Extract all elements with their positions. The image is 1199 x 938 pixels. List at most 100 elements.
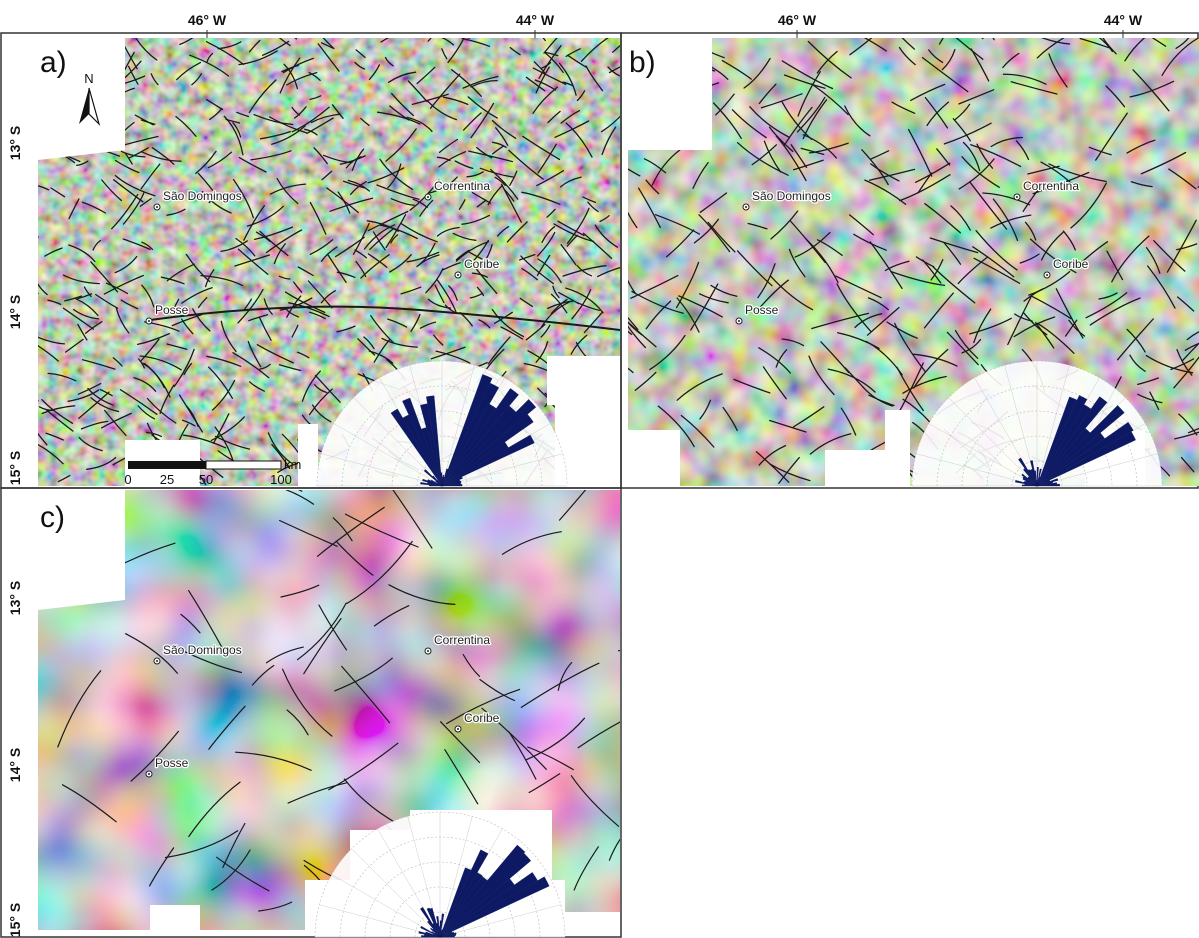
lineament <box>95 293 119 309</box>
lineament <box>201 190 232 214</box>
lineament <box>860 454 919 475</box>
lineament <box>38 373 39 402</box>
panel-b-cities: São Domingos Correntina Coribe Posse <box>735 178 1090 325</box>
lineament <box>680 414 715 448</box>
lineament <box>155 441 187 454</box>
lineament <box>637 187 661 229</box>
lineament <box>869 241 903 290</box>
lineament <box>628 314 647 349</box>
lineament <box>698 214 731 253</box>
city-marker: Posse <box>735 302 780 325</box>
lineament <box>92 239 102 251</box>
lineament <box>128 147 149 159</box>
lineament <box>461 38 491 47</box>
lineament <box>115 307 130 334</box>
lineament <box>62 307 95 330</box>
lineament <box>479 167 514 178</box>
lineament <box>352 222 370 255</box>
lineament <box>279 297 313 311</box>
lineament <box>80 87 93 92</box>
lineament <box>41 405 76 415</box>
lineament <box>164 830 239 859</box>
lineament <box>384 56 394 67</box>
lineament <box>308 311 326 320</box>
lineament <box>205 98 224 111</box>
lineament <box>670 51 700 68</box>
lineament <box>896 366 924 412</box>
panel-c-frame <box>0 487 622 938</box>
lineament <box>307 38 335 50</box>
lineament <box>253 226 294 241</box>
lineament <box>234 490 315 505</box>
lineament <box>178 423 189 442</box>
lineament <box>216 856 270 892</box>
lineament <box>1111 235 1150 283</box>
lineament <box>508 149 544 180</box>
lineament <box>941 48 956 71</box>
lineament <box>122 192 145 225</box>
lineament <box>279 57 301 94</box>
lineament <box>78 436 103 452</box>
lineament <box>594 224 619 248</box>
lineament <box>969 317 1012 335</box>
lineament <box>1161 38 1199 76</box>
lineament <box>263 298 273 315</box>
lineament <box>699 399 712 420</box>
lineament <box>130 730 179 782</box>
lineament <box>81 359 116 370</box>
lineament <box>580 38 610 62</box>
lineament <box>736 142 789 176</box>
lineament <box>598 382 610 395</box>
lineament <box>284 291 326 314</box>
lineament <box>898 46 916 66</box>
lineament <box>57 670 102 748</box>
lineament <box>570 775 620 827</box>
lineament <box>342 180 365 189</box>
lineament <box>286 709 309 736</box>
lineament <box>206 52 214 64</box>
lineament <box>160 276 185 285</box>
lineament <box>250 150 292 161</box>
lineament <box>943 122 992 145</box>
lineament <box>205 41 245 66</box>
lineament <box>721 59 752 80</box>
lineament <box>591 378 620 394</box>
lineament <box>854 313 883 329</box>
rose-grid-spoke <box>351 848 441 938</box>
lineament <box>722 406 738 432</box>
rose-petal <box>436 916 441 938</box>
lineament <box>628 281 639 331</box>
lineament <box>283 63 299 90</box>
lineament <box>47 299 62 306</box>
lineament <box>256 344 294 364</box>
lineament <box>1040 231 1065 261</box>
lineament <box>176 61 202 81</box>
lineament <box>783 106 813 147</box>
lineament <box>768 126 794 153</box>
rose-petal <box>441 480 462 487</box>
lineament <box>83 286 92 298</box>
lineament <box>1032 38 1071 45</box>
lineament <box>781 338 805 347</box>
lineament <box>248 314 269 322</box>
lineament <box>837 332 880 350</box>
lineament <box>1176 296 1195 312</box>
rose-petal <box>429 907 441 938</box>
lineament <box>209 107 223 121</box>
lineament <box>100 412 132 429</box>
lineament <box>1007 295 1033 346</box>
lineament <box>336 271 356 278</box>
lineament <box>57 474 71 483</box>
lineament <box>419 199 434 217</box>
lineament <box>816 239 843 256</box>
lineament <box>576 302 600 312</box>
lineament <box>763 140 782 173</box>
lineament <box>370 315 395 344</box>
lineament <box>235 237 256 257</box>
panel-c-cities: São Domingos Correntina Coribe Posse <box>145 632 501 778</box>
lineament <box>191 73 203 86</box>
lineament <box>1024 221 1037 241</box>
lineament <box>565 122 593 158</box>
lineament <box>188 590 224 651</box>
rose-petal <box>423 469 443 487</box>
